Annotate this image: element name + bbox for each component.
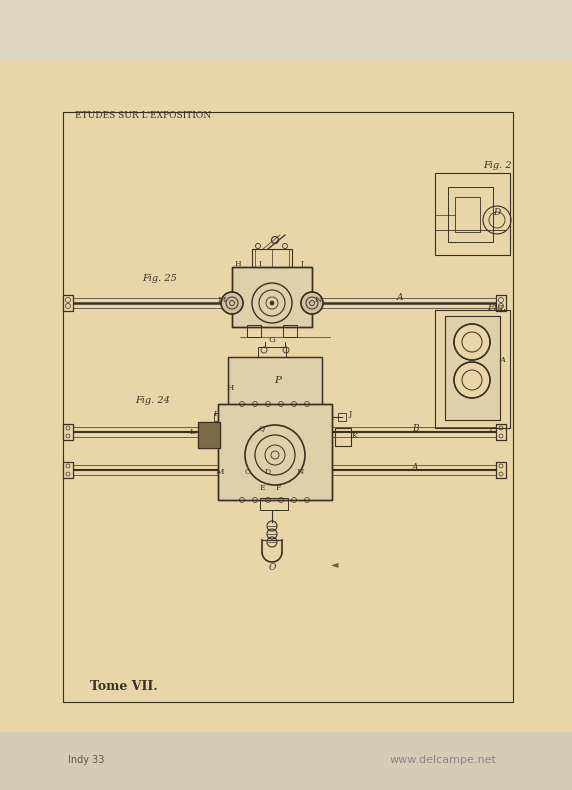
- Bar: [0, 0, 572, 60]
- Bar: [0, 732, 572, 790]
- Text: Q: Q: [259, 424, 265, 432]
- Bar: [63, 112, 513, 702]
- Text: A: A: [397, 292, 403, 302]
- Circle shape: [454, 362, 490, 398]
- Text: C: C: [490, 426, 496, 434]
- Bar: [63, 295, 73, 311]
- Text: ETUDES SUR L'EXPOSITION: ETUDES SUR L'EXPOSITION: [75, 111, 211, 120]
- Text: H: H: [235, 260, 241, 268]
- Bar: [260, 498, 288, 510]
- Text: N: N: [314, 296, 321, 304]
- Text: M: M: [216, 468, 224, 476]
- Text: B: B: [412, 423, 418, 432]
- Text: A: A: [500, 356, 506, 364]
- Bar: [283, 325, 297, 337]
- Bar: [218, 404, 332, 500]
- Bar: [228, 357, 322, 405]
- Bar: [63, 295, 73, 311]
- Bar: [198, 422, 220, 448]
- Bar: [435, 310, 510, 428]
- Bar: [496, 424, 506, 440]
- Bar: [63, 424, 73, 440]
- Bar: [63, 462, 73, 478]
- Circle shape: [301, 292, 323, 314]
- Bar: [218, 404, 332, 500]
- Text: H: H: [227, 384, 234, 392]
- Bar: [496, 424, 506, 440]
- Bar: [445, 316, 500, 420]
- Bar: [252, 249, 292, 267]
- Text: Fig. 25: Fig. 25: [142, 273, 177, 283]
- Bar: [247, 325, 261, 337]
- Polygon shape: [198, 422, 220, 448]
- Bar: [496, 462, 506, 478]
- Text: N: N: [296, 468, 304, 476]
- Text: E: E: [259, 484, 265, 492]
- Circle shape: [454, 324, 490, 360]
- Bar: [338, 413, 346, 421]
- Text: A: A: [412, 462, 418, 472]
- Text: K: K: [352, 432, 358, 440]
- Bar: [232, 267, 312, 327]
- Text: L: L: [189, 428, 195, 436]
- Text: Tome VII.: Tome VII.: [90, 680, 158, 694]
- Bar: [496, 462, 506, 478]
- Bar: [335, 428, 351, 446]
- Bar: [214, 413, 222, 421]
- Bar: [496, 295, 506, 311]
- Text: F: F: [275, 484, 281, 492]
- Text: Fig.: Fig.: [487, 303, 507, 311]
- Bar: [496, 295, 506, 311]
- Text: D: D: [494, 208, 500, 216]
- Bar: [63, 424, 73, 440]
- Text: G: G: [269, 336, 275, 344]
- Circle shape: [221, 292, 243, 314]
- Bar: [448, 187, 493, 242]
- Bar: [228, 357, 322, 405]
- Text: I: I: [259, 260, 261, 268]
- Polygon shape: [445, 316, 500, 420]
- Bar: [455, 197, 480, 232]
- Text: O: O: [268, 563, 276, 573]
- Bar: [232, 267, 312, 327]
- Text: P: P: [275, 375, 281, 385]
- Bar: [435, 173, 510, 255]
- Text: ◄: ◄: [331, 560, 339, 570]
- Text: C: C: [245, 468, 251, 476]
- Text: I: I: [213, 410, 217, 418]
- Text: J: J: [348, 410, 352, 418]
- Text: Indy 33: Indy 33: [68, 755, 104, 765]
- Bar: [258, 347, 286, 357]
- Bar: [63, 462, 73, 478]
- Text: www.delcampe.net: www.delcampe.net: [390, 755, 497, 765]
- Text: J: J: [300, 260, 304, 268]
- Text: Fig. 24: Fig. 24: [136, 396, 170, 404]
- Text: D: D: [265, 468, 271, 476]
- Text: Fig. 2: Fig. 2: [483, 160, 511, 170]
- Text: M: M: [218, 296, 227, 304]
- Circle shape: [270, 301, 274, 305]
